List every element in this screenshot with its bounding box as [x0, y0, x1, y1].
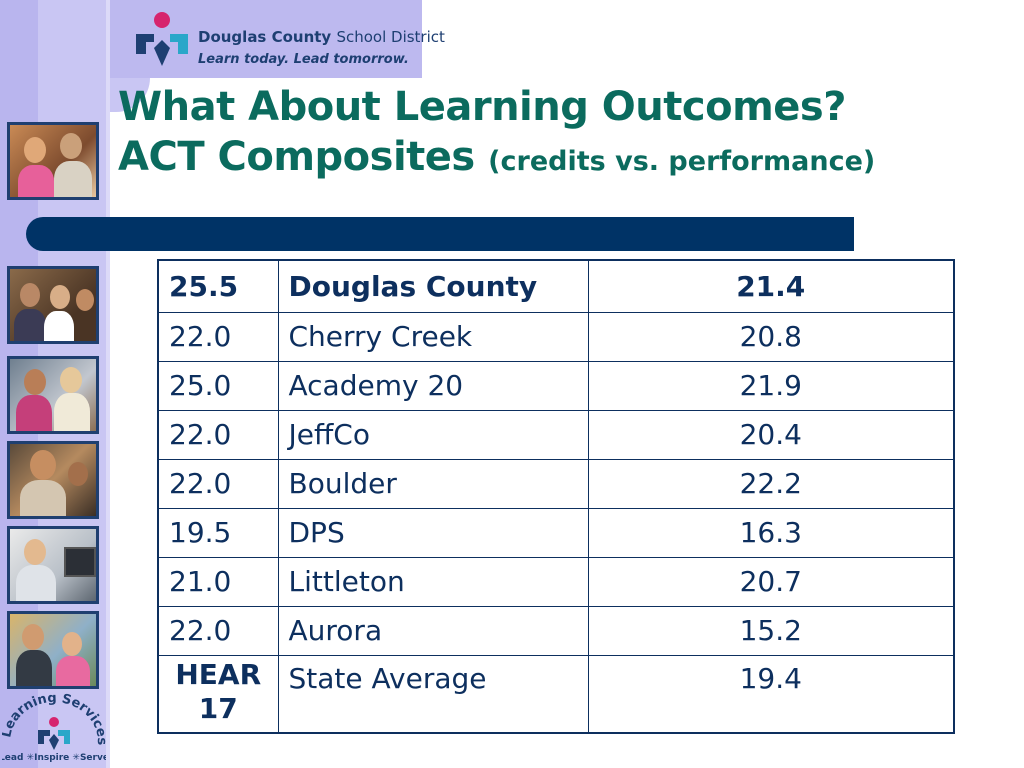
- photo-students-5: [7, 526, 99, 604]
- district-name: Douglas County School District: [198, 28, 445, 46]
- score-cell: 19.4: [587, 654, 955, 734]
- score-cell: 20.4: [587, 409, 955, 460]
- credits-cell: 22.0: [157, 605, 279, 656]
- district-cell: Cherry Creek: [277, 311, 589, 362]
- learning-services-footer: Lead ✳Inspire ✳Serve: [2, 753, 106, 763]
- credits-cell: 22.0: [157, 311, 279, 362]
- district-tagline: Learn today. Lead tomorrow.: [198, 52, 409, 67]
- district-cell: State Average: [277, 654, 589, 734]
- district-cell: Boulder: [277, 458, 589, 509]
- page-title: What About Learning Outcomes?: [118, 84, 846, 130]
- subtitle-main: ACT Composites: [118, 134, 475, 180]
- district-cell: JeffCo: [277, 409, 589, 460]
- credits-cell: 25.0: [157, 360, 279, 411]
- score-cell: 16.3: [587, 507, 955, 558]
- score-cell: 15.2: [587, 605, 955, 656]
- hear-credits-cell: HEAR 17: [157, 654, 279, 734]
- district-cell: Douglas County: [277, 259, 589, 313]
- photo-students-4: [7, 441, 99, 519]
- table-row: 25.0 Academy 20 21.9: [157, 360, 955, 411]
- credits-cell: 22.0: [157, 458, 279, 509]
- hear-value: 17: [198, 691, 238, 725]
- table-row: 21.0 Littleton 20.7: [157, 556, 955, 607]
- hear-label: HEAR: [175, 657, 262, 691]
- credits-cell: 25.5: [157, 259, 279, 313]
- left-decor-strip-edge: [106, 0, 110, 768]
- score-cell: 22.2: [587, 458, 955, 509]
- photo-students-6: [7, 611, 99, 689]
- score-cell: 20.7: [587, 556, 955, 607]
- district-cell: DPS: [277, 507, 589, 558]
- table-header-row: 25.5 Douglas County 21.4: [157, 259, 955, 313]
- photo-students-3: [7, 356, 99, 434]
- table-row: 22.0 JeffCo 20.4: [157, 409, 955, 460]
- district-cell: Littleton: [277, 556, 589, 607]
- score-cell: 20.8: [587, 311, 955, 362]
- district-cell: Academy 20: [277, 360, 589, 411]
- score-cell: 21.4: [587, 259, 955, 313]
- district-cell: Aurora: [277, 605, 589, 656]
- learning-services-logo: Learning Services Lead ✳Inspire ✳Serve: [2, 691, 106, 763]
- table-row: 22.0 Aurora 15.2: [157, 605, 955, 656]
- district-logo-icon: [136, 12, 188, 66]
- photo-students-1: [7, 122, 99, 200]
- credits-cell: 21.0: [157, 556, 279, 607]
- score-cell: 21.9: [587, 360, 955, 411]
- act-composites-table: 25.5 Douglas County 21.4 22.0 Cherry Cre…: [157, 259, 955, 734]
- page-subtitle: ACT Composites (credits vs. performance): [118, 134, 875, 180]
- table-row: 22.0 Boulder 22.2: [157, 458, 955, 509]
- table-row: 19.5 DPS 16.3: [157, 507, 955, 558]
- title-divider-bar: [26, 217, 854, 251]
- credits-cell: 22.0: [157, 409, 279, 460]
- table-row: 22.0 Cherry Creek 20.8: [157, 311, 955, 362]
- photo-students-2: [7, 266, 99, 344]
- table-row-state-average: HEAR 17 State Average 19.4: [157, 654, 955, 734]
- subtitle-note: (credits vs. performance): [488, 146, 876, 177]
- credits-cell: 19.5: [157, 507, 279, 558]
